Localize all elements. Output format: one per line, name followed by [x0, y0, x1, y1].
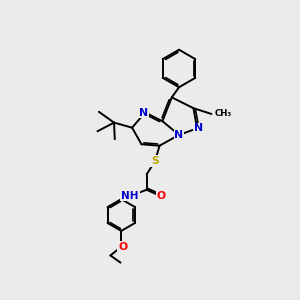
- Text: O: O: [156, 190, 166, 200]
- Text: CH₃: CH₃: [214, 110, 232, 118]
- Text: N: N: [175, 130, 184, 140]
- Text: NH: NH: [121, 190, 139, 200]
- Text: N: N: [139, 107, 148, 118]
- Text: N: N: [194, 123, 203, 134]
- Text: O: O: [118, 242, 127, 252]
- Text: S: S: [151, 156, 159, 166]
